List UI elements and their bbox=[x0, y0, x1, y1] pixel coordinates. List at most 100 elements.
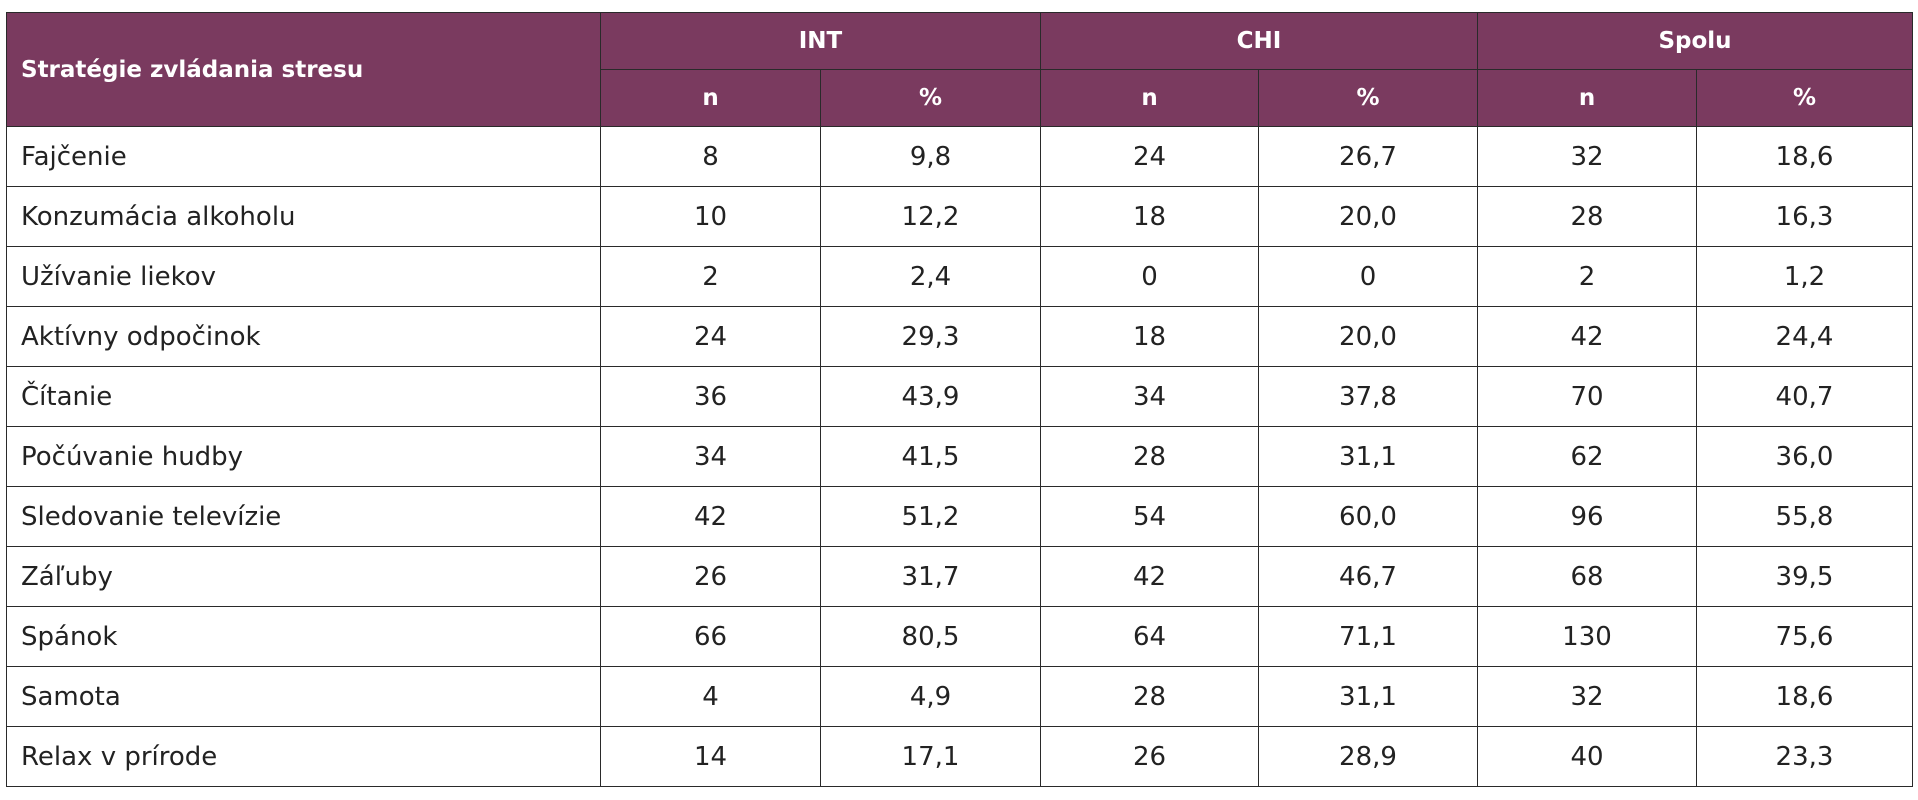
row-label: Sledovanie televízie bbox=[6, 486, 601, 547]
cell: 32 bbox=[1477, 126, 1697, 187]
row-label: Aktívny odpočinok bbox=[6, 306, 601, 367]
cell: 40,7 bbox=[1696, 366, 1913, 427]
cell: 40 bbox=[1477, 726, 1697, 787]
row-label: Záľuby bbox=[6, 546, 601, 607]
cell: 60,0 bbox=[1258, 486, 1478, 547]
cell: 62 bbox=[1477, 426, 1697, 487]
cell: 42 bbox=[1040, 546, 1259, 607]
stress-table: Stratégie zvládania stresu INT CHI Spolu n… bbox=[6, 12, 1913, 787]
cell: 18,6 bbox=[1696, 126, 1913, 187]
table-row: Relax v prírode 14 17,1 26 28,9 40 23,3 bbox=[6, 726, 1913, 787]
cell: 20,0 bbox=[1258, 306, 1478, 367]
cell: 24 bbox=[1040, 126, 1259, 187]
table-row: Spánok 66 80,5 64 71,1 130 75,6 bbox=[6, 606, 1913, 667]
cell: 41,5 bbox=[820, 426, 1041, 487]
cell: 68 bbox=[1477, 546, 1697, 607]
cell: 23,3 bbox=[1696, 726, 1913, 787]
row-label: Fajčenie bbox=[6, 126, 601, 187]
cell: 8 bbox=[600, 126, 821, 187]
cell: 0 bbox=[1040, 246, 1259, 307]
cell: 28 bbox=[1040, 426, 1259, 487]
cell: 96 bbox=[1477, 486, 1697, 547]
cell: 130 bbox=[1477, 606, 1697, 667]
cell: 55,8 bbox=[1696, 486, 1913, 547]
table-row: Aktívny odpočinok 24 29,3 18 20,0 42 24,4 bbox=[6, 306, 1913, 367]
cell: 18 bbox=[1040, 306, 1259, 367]
group-header: INT bbox=[600, 12, 1041, 70]
table-body: Fajčenie 8 9,8 24 26,7 32 18,6 Konzumácia alkoh… bbox=[6, 126, 1913, 787]
header-row: n% n% n% bbox=[7, 69, 1913, 127]
table-row: Samota 4 4,9 28 31,1 32 18,6 bbox=[6, 666, 1913, 727]
cell: 16,3 bbox=[1696, 186, 1913, 247]
cell: 14 bbox=[600, 726, 821, 787]
row-label: Relax v prírode bbox=[6, 726, 601, 787]
table-row: Fajčenie 8 9,8 24 26,7 32 18,6 bbox=[6, 126, 1913, 187]
sub-header: % bbox=[1696, 69, 1913, 127]
cell: 26 bbox=[600, 546, 821, 607]
cell: 28 bbox=[1040, 666, 1259, 727]
cell: 42 bbox=[600, 486, 821, 547]
table-row: Sledovanie televízie 42 51,2 54 60,0 96 55,8 bbox=[6, 486, 1913, 547]
table-row: Počúvanie hudby 34 41,5 28 31,1 62 36,0 bbox=[6, 426, 1913, 487]
sub-header: n bbox=[1040, 69, 1259, 127]
row-label: Samota bbox=[6, 666, 601, 727]
cell: 10 bbox=[600, 186, 821, 247]
cell: 42 bbox=[1477, 306, 1697, 367]
cell: 26,7 bbox=[1258, 126, 1478, 187]
row-label: Počúvanie hudby bbox=[6, 426, 601, 487]
cell: 64 bbox=[1040, 606, 1259, 667]
cell: 29,3 bbox=[820, 306, 1041, 367]
cell: 31,1 bbox=[1258, 666, 1478, 727]
cell: 2,4 bbox=[820, 246, 1041, 307]
cell: 18 bbox=[1040, 186, 1259, 247]
cell: 31,1 bbox=[1258, 426, 1478, 487]
cell: 12,2 bbox=[820, 186, 1041, 247]
cell: 37,8 bbox=[1258, 366, 1478, 427]
row-label: Spánok bbox=[6, 606, 601, 667]
cell: 4 bbox=[600, 666, 821, 727]
cell: 2 bbox=[600, 246, 821, 307]
table-row: Čítanie 36 43,9 34 37,8 70 40,7 bbox=[6, 366, 1913, 427]
cell: 26 bbox=[1040, 726, 1259, 787]
group-header: CHI bbox=[1040, 12, 1478, 70]
group-header: Spolu bbox=[1477, 12, 1913, 70]
cell: 70 bbox=[1477, 366, 1697, 427]
cell: 46,7 bbox=[1258, 546, 1478, 607]
cell: 36 bbox=[600, 366, 821, 427]
cell: 1,2 bbox=[1696, 246, 1913, 307]
cell: 17,1 bbox=[820, 726, 1041, 787]
sub-header: % bbox=[1258, 69, 1478, 127]
cell: 18,6 bbox=[1696, 666, 1913, 727]
table-row: Konzumácia alkoholu 10 12,2 18 20,0 28 16,3 bbox=[6, 186, 1913, 247]
sub-header: n bbox=[600, 69, 821, 127]
sub-header: % bbox=[820, 69, 1041, 127]
table-row: Užívanie liekov 2 2,4 0 0 2 1,2 bbox=[6, 246, 1913, 307]
cell: 66 bbox=[600, 606, 821, 667]
cell: 0 bbox=[1258, 246, 1478, 307]
cell: 34 bbox=[600, 426, 821, 487]
cell: 2 bbox=[1477, 246, 1697, 307]
row-label: Konzumácia alkoholu bbox=[6, 186, 601, 247]
cell: 28,9 bbox=[1258, 726, 1478, 787]
cell: 51,2 bbox=[820, 486, 1041, 547]
cell: 9,8 bbox=[820, 126, 1041, 187]
cell: 24,4 bbox=[1696, 306, 1913, 367]
row-label: Užívanie liekov bbox=[6, 246, 601, 307]
sub-header: n bbox=[1477, 69, 1697, 127]
table-row: Záľuby 26 31,7 42 46,7 68 39,5 bbox=[6, 546, 1913, 607]
cell: 31,7 bbox=[820, 546, 1041, 607]
cell: 28 bbox=[1477, 186, 1697, 247]
header-row: Stratégie zvládania stresu INT CHI Spolu bbox=[6, 12, 1913, 127]
cell: 36,0 bbox=[1696, 426, 1913, 487]
cell: 32 bbox=[1477, 666, 1697, 727]
table-header: Stratégie zvládania stresu INT CHI Spolu n… bbox=[6, 12, 1913, 127]
cell: 4,9 bbox=[820, 666, 1041, 727]
cell: 20,0 bbox=[1258, 186, 1478, 247]
cell: 75,6 bbox=[1696, 606, 1913, 667]
cell: 34 bbox=[1040, 366, 1259, 427]
row-label: Čítanie bbox=[6, 366, 601, 427]
header-title: Stratégie zvládania stresu bbox=[6, 12, 601, 127]
cell: 39,5 bbox=[1696, 546, 1913, 607]
cell: 54 bbox=[1040, 486, 1259, 547]
